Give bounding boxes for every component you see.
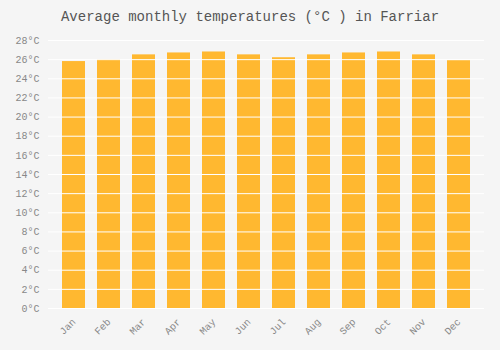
svg-text:26°C: 26°C	[15, 55, 39, 66]
svg-text:24°C: 24°C	[15, 74, 39, 85]
html-text:Average monthly temperatures (: Average monthly temperatures (°C ) in Fa…	[61, 9, 439, 25]
svg-text:6°C: 6°C	[21, 246, 39, 257]
svg-text:Sep: Sep	[338, 317, 359, 338]
svg-text:Oct: Oct	[373, 317, 394, 338]
svg-text:Nov: Nov	[408, 317, 429, 338]
svg-text:16°C: 16°C	[15, 151, 39, 162]
svg-text:10°C: 10°C	[15, 208, 39, 219]
svg-text:0°C: 0°C	[21, 304, 39, 315]
svg-text:Feb: Feb	[93, 317, 114, 338]
svg-text:28°C: 28°C	[15, 36, 39, 47]
svg-text:Dec: Dec	[443, 317, 464, 338]
svg-text:May: May	[198, 317, 219, 338]
svg-text:14°C: 14°C	[15, 170, 39, 181]
svg-text:4°C: 4°C	[21, 265, 39, 276]
svg-text:Jan: Jan	[58, 317, 79, 338]
svg-text:20°C: 20°C	[15, 112, 39, 123]
svg-text:22°C: 22°C	[15, 93, 39, 104]
svg-text:8°C: 8°C	[21, 227, 39, 238]
svg-text:Aug: Aug	[303, 317, 324, 338]
svg-text:Mar: Mar	[128, 317, 149, 338]
svg-text:Jul: Jul	[268, 317, 289, 338]
svg-text:Apr: Apr	[163, 317, 184, 338]
svg-text:18°C: 18°C	[15, 131, 39, 142]
svg-text:12°C: 12°C	[15, 189, 39, 200]
svg-text:Jun: Jun	[233, 317, 254, 338]
svg-text:2°C: 2°C	[21, 285, 39, 296]
